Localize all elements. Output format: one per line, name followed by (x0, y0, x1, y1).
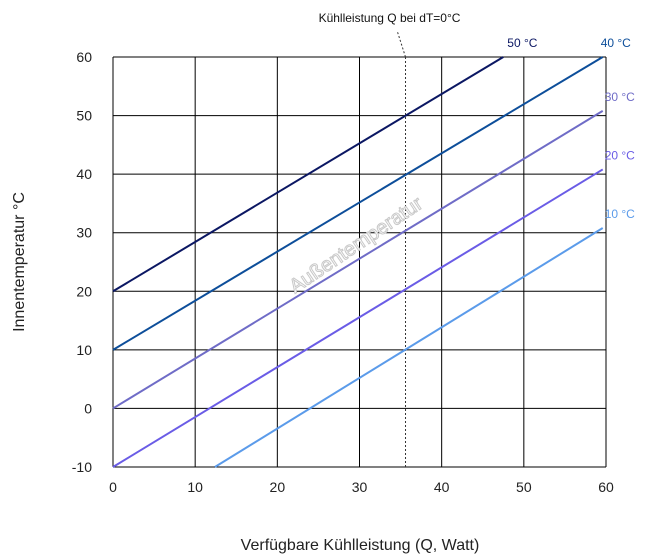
y-tick-labels: -10 0 10 20 30 40 50 60 (72, 49, 92, 475)
series-line-3 (112, 56, 604, 351)
x-tick-0: 0 (109, 479, 117, 495)
x-tick-labels: 0 10 20 30 40 50 60 (109, 479, 614, 495)
reference-leader (397, 31, 406, 58)
x-tick-5: 50 (516, 479, 532, 495)
y-axis-label: Innentemperatur °C (11, 192, 28, 332)
series-line-2 (112, 110, 604, 410)
y-tick-6: 50 (76, 108, 92, 124)
x-tick-2: 20 (270, 479, 286, 495)
x-tick-3: 30 (352, 479, 368, 495)
x-tick-4: 40 (434, 479, 450, 495)
series-line-1 (112, 168, 604, 468)
y-tick-0: -10 (72, 459, 92, 475)
reference-label: Kühlleistung Q bei dT=0°C (319, 11, 461, 25)
y-tick-2: 10 (76, 342, 92, 358)
grid (112, 56, 607, 468)
series-line-4 (112, 56, 504, 293)
series-group: 10 °C 20 °C 30 °C 40 °C 50 °C (112, 36, 635, 468)
x-tick-6: 60 (598, 479, 614, 495)
y-tick-5: 40 (76, 166, 92, 182)
y-tick-1: 0 (84, 400, 92, 416)
x-axis-label: Verfügbare Kühlleistung (Q, Watt) (241, 537, 480, 554)
x-tick-1: 10 (187, 479, 203, 495)
series-label-0: 10 °C (605, 207, 635, 221)
series-line-0 (214, 227, 604, 468)
series-label-4: 50 °C (507, 36, 537, 50)
series-label-2: 30 °C (605, 90, 635, 104)
series-label-3: 40 °C (601, 36, 631, 50)
y-tick-3: 20 (76, 283, 92, 299)
reference-line-group: Kühlleistung Q bei dT=0°C (319, 11, 461, 467)
series-label-1: 20 °C (605, 148, 635, 162)
y-tick-7: 60 (76, 49, 92, 65)
y-tick-4: 30 (76, 225, 92, 241)
